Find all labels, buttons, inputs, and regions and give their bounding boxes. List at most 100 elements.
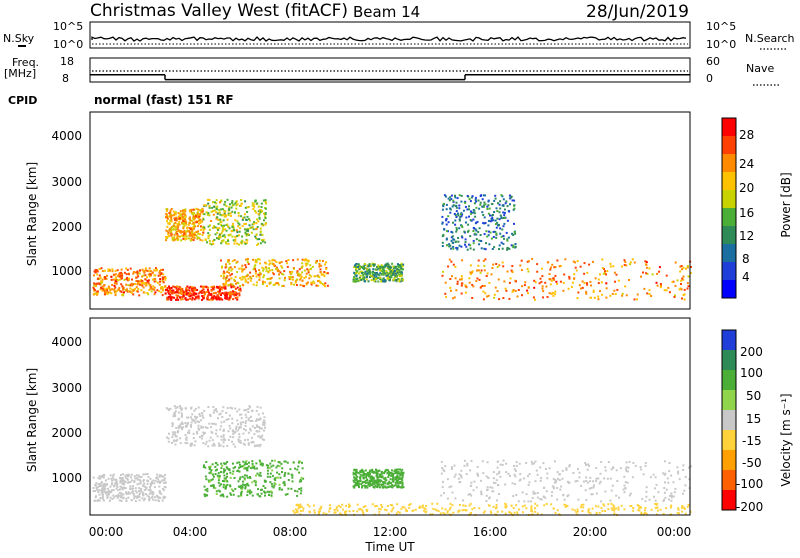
power-cell	[192, 213, 195, 216]
velocity-cell	[523, 504, 526, 507]
velocity-cell	[185, 439, 188, 441]
power-cell	[267, 277, 270, 280]
power-cell	[174, 291, 177, 294]
power-cell	[236, 231, 239, 234]
power-cell	[576, 260, 579, 263]
power-cell	[116, 269, 119, 272]
velocity-cell	[501, 463, 504, 466]
power-cell	[505, 231, 508, 234]
power-cell	[208, 205, 211, 208]
cpid-label: CPID	[8, 94, 37, 107]
power-cell	[178, 220, 181, 223]
velocity-cell	[333, 511, 336, 514]
velocity-cell	[171, 423, 174, 426]
velocity-cell	[581, 510, 584, 512]
power-cb-tick-12: 12	[739, 229, 754, 243]
power-cell	[207, 235, 210, 238]
velocity-cell	[622, 488, 625, 491]
velocity-cell	[400, 507, 403, 510]
power-cell	[680, 279, 683, 282]
power-cell	[512, 234, 515, 236]
power-cell	[170, 229, 173, 232]
power-cell	[285, 260, 288, 263]
velocity-cell	[387, 471, 390, 474]
velocity-cell	[382, 481, 384, 484]
velocity-cell	[514, 469, 517, 472]
power-cell	[441, 245, 444, 247]
velocity-cell	[469, 512, 472, 515]
power-cell	[231, 204, 234, 207]
velocity-cell	[249, 476, 251, 478]
power-cell	[459, 216, 462, 219]
power-cell	[251, 204, 254, 207]
velocity-cell	[119, 481, 122, 484]
velocity-cell	[256, 444, 259, 447]
velocity-cell	[682, 492, 684, 495]
velocity-cell	[231, 440, 234, 443]
power-cell	[460, 282, 463, 285]
power-cell	[674, 284, 677, 287]
velocity-cell	[194, 415, 196, 418]
power-cell	[667, 286, 670, 289]
velocity-cell	[365, 474, 368, 477]
power-cell	[393, 267, 396, 270]
velocity-cell	[211, 484, 214, 487]
power-cell	[503, 214, 506, 217]
velocity-cell	[534, 510, 537, 513]
power-cell	[548, 292, 551, 295]
power-cell	[499, 200, 502, 203]
power-cell	[469, 235, 472, 238]
power-cell	[457, 240, 460, 243]
velocity-cell	[587, 509, 590, 512]
velocity-cell	[246, 494, 249, 497]
power-cell	[487, 204, 490, 207]
power-cell	[242, 276, 245, 279]
freq-right-tick-bottom: 0	[706, 72, 713, 85]
power-cell	[120, 291, 123, 293]
power-cell	[450, 260, 453, 263]
power-cell	[614, 280, 616, 283]
velocity-cell	[227, 430, 230, 433]
power-cell	[167, 296, 170, 299]
power-cell	[227, 292, 230, 295]
power-cell	[240, 202, 243, 205]
velocity-cell	[446, 511, 449, 514]
power-cell	[200, 211, 203, 213]
x-tick-1: 04:00	[173, 525, 208, 539]
velocity-cell	[273, 459, 276, 462]
velocity-cell	[241, 485, 244, 488]
power-cell	[546, 296, 549, 298]
power-cell	[132, 283, 134, 286]
power-cell	[277, 268, 280, 271]
velocity-cell	[359, 480, 362, 483]
velocity-cell	[271, 485, 274, 488]
power-cell	[201, 286, 204, 289]
power-cell	[469, 219, 472, 222]
power-cell	[460, 225, 463, 227]
power-cell	[117, 273, 120, 276]
power-cell	[156, 289, 159, 292]
power-cell	[154, 277, 157, 280]
power-cell	[310, 267, 313, 270]
velocity-cell	[180, 412, 183, 415]
velocity-cell	[576, 508, 579, 511]
power-cell	[184, 238, 187, 241]
power-cell	[169, 227, 172, 230]
velocity-cell	[444, 465, 447, 468]
power-cell	[499, 214, 502, 217]
power-cell	[170, 217, 173, 220]
velocity-cell	[149, 486, 151, 489]
power-cell	[355, 272, 358, 275]
velocity-cell	[400, 470, 403, 473]
power-cell	[154, 291, 157, 294]
velocity-cell	[399, 477, 402, 480]
power-cell	[282, 273, 285, 276]
velocity-cell	[208, 439, 211, 442]
power-cell	[373, 279, 376, 282]
velocity-cell	[389, 482, 391, 484]
velocity-cell	[136, 483, 139, 486]
velocity-cell	[226, 480, 229, 483]
power-cell	[185, 221, 188, 224]
velocity-cell	[434, 508, 437, 511]
power-cell	[106, 290, 109, 293]
